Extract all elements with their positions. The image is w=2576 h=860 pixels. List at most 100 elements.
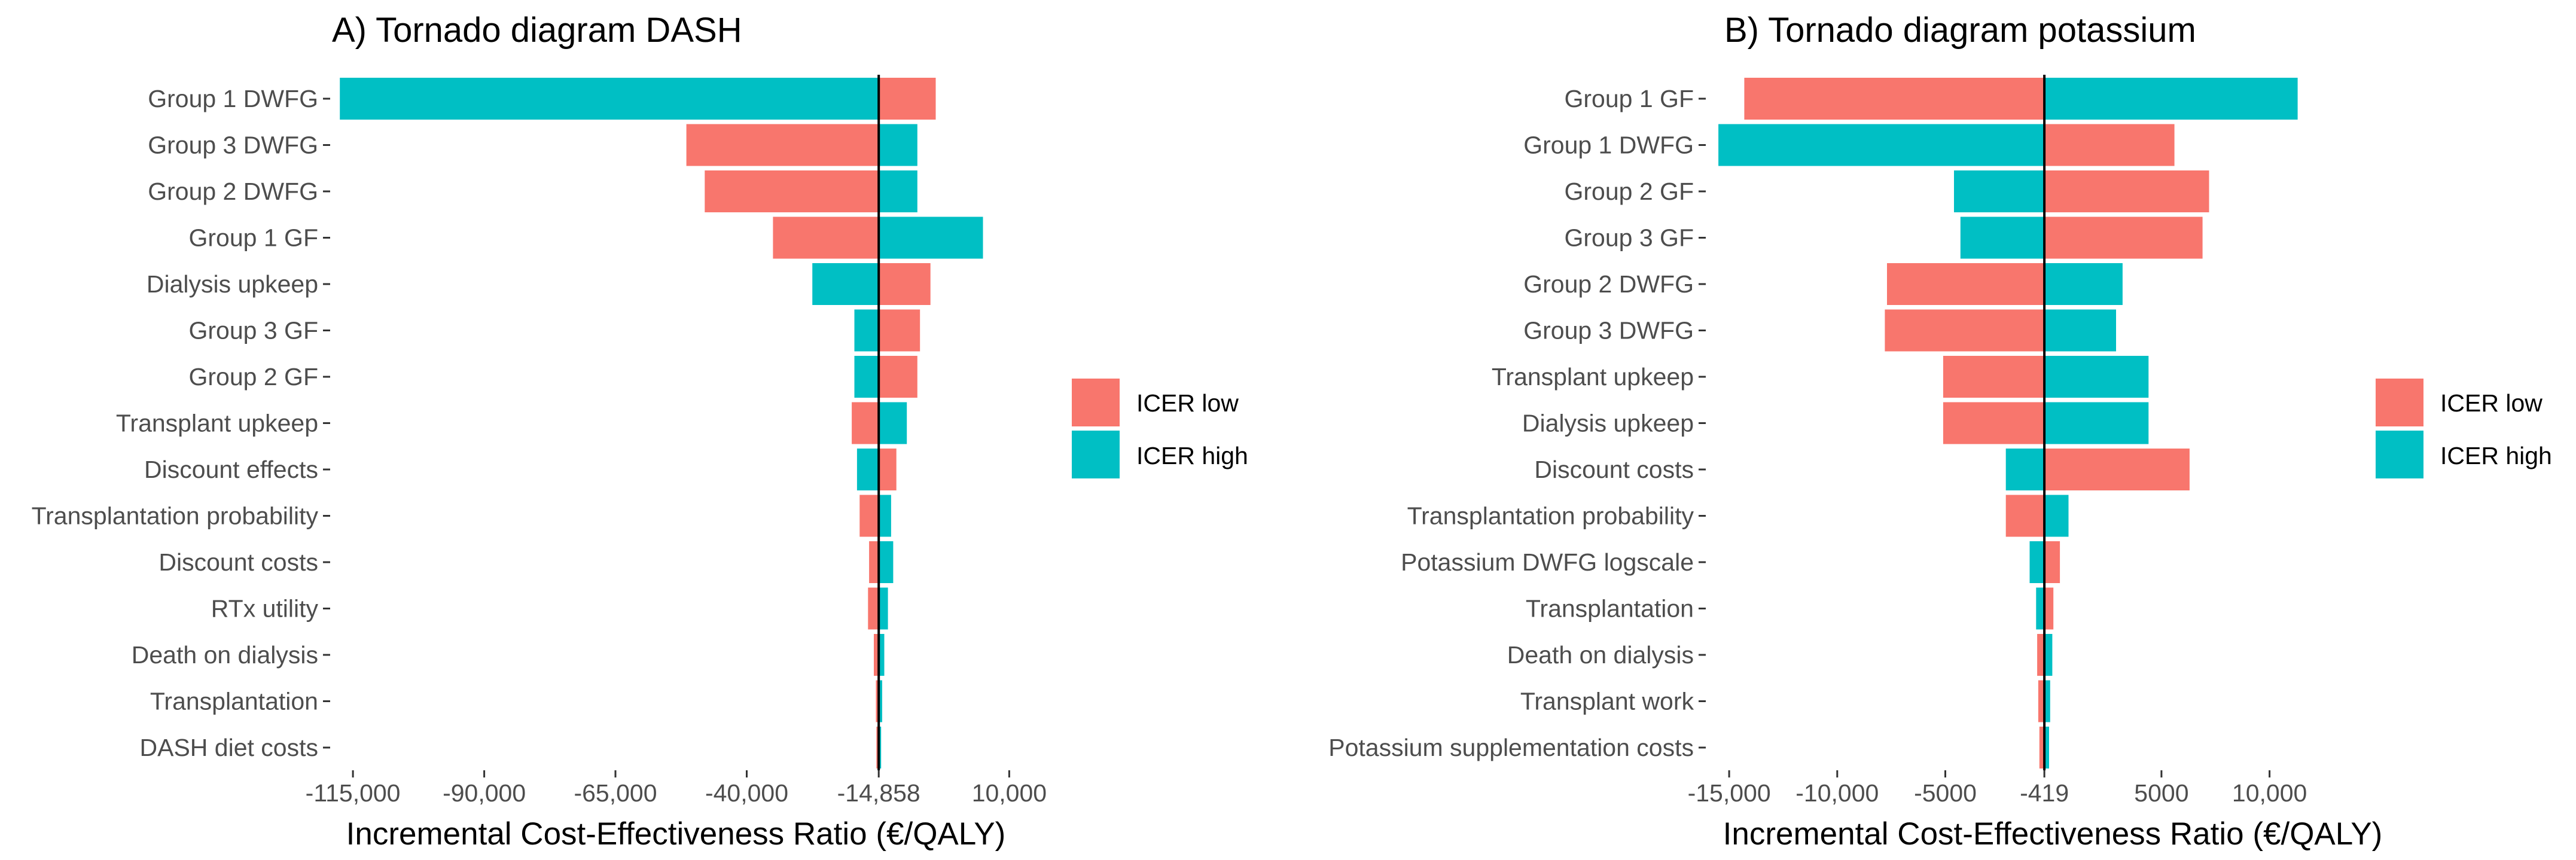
bar-low-10 <box>869 541 879 583</box>
bar-high-4 <box>2044 263 2123 305</box>
bar-low-8 <box>2044 449 2190 490</box>
bar-low-11 <box>868 587 879 630</box>
bar-high-4 <box>812 263 879 305</box>
bar-high-9 <box>879 495 891 537</box>
panel-a-dash: A) Tornado diagram DASH Group 1 DWFG Grou… <box>32 11 1248 852</box>
y-tick-label-0: Group 1 DWFG <box>148 85 318 112</box>
bar-low-0 <box>879 78 936 120</box>
bar-high-6 <box>854 356 879 398</box>
y-tick-label-6: Group 2 GF <box>189 363 318 391</box>
y-tick-label-12: Death on dialysis <box>132 641 318 669</box>
bar-high-0 <box>340 78 879 120</box>
bar-high-8 <box>2005 449 2045 490</box>
bar-high-3 <box>879 216 983 259</box>
bar-high-14 <box>2044 727 2049 768</box>
bar-high-13 <box>2044 680 2050 722</box>
bar-low-7 <box>1943 402 2045 444</box>
bar-high-12 <box>879 634 885 676</box>
bar-low-5 <box>879 309 920 352</box>
bar-low-4 <box>879 263 931 305</box>
bar-high-1 <box>1718 124 2045 166</box>
bar-high-7 <box>879 402 907 444</box>
y-tick-label-8: Discount effects <box>144 456 318 483</box>
bar-low-1 <box>2044 124 2175 166</box>
x-tick-label-4: 5000 <box>2134 779 2188 807</box>
x-tick-label-1: -10,000 <box>1795 779 1879 807</box>
y-tick-label-14: DASH diet costs <box>140 734 319 761</box>
bar-high-7 <box>2044 402 2149 444</box>
bar-high-11 <box>879 587 888 630</box>
x-tick-label-2: -5000 <box>1914 779 1977 807</box>
panel-a-legend: ICER low ICER high <box>1072 379 1248 478</box>
bar-low-13 <box>2038 680 2045 722</box>
bar-high-3 <box>1960 216 2045 259</box>
bar-low-0 <box>1744 78 2045 120</box>
bar-high-10 <box>879 541 894 583</box>
legend-low-swatch <box>1072 379 1120 426</box>
bar-high-6 <box>2044 356 2149 398</box>
y-tick-label-4: Group 2 DWFG <box>1523 270 1694 298</box>
bar-low-7 <box>852 402 879 444</box>
y-tick-label-3: Group 1 GF <box>189 224 318 252</box>
bar-low-9 <box>859 495 879 537</box>
legend-low-label: ICER low <box>1136 389 1239 417</box>
bar-high-1 <box>879 124 917 166</box>
bar-low-2 <box>2044 170 2209 212</box>
legend-high-label: ICER high <box>1136 442 1248 469</box>
x-tick-label-5: 10,000 <box>2232 779 2307 807</box>
panel-b-legend: ICER low ICER high <box>2376 379 2552 478</box>
x-tick-label-4: -14,858 <box>837 779 920 807</box>
y-tick-label-8: Discount costs <box>1534 456 1694 483</box>
panel-b-title: B) Tornado diagram potassium <box>1724 11 2196 50</box>
panel-b-potassium: B) Tornado diagram potassium Group 1 GF G… <box>1328 11 2552 852</box>
y-tick-label-10: Potassium DWFG logscale <box>1401 548 1694 576</box>
y-tick-label-2: Group 2 GF <box>1565 178 1694 205</box>
bar-low-6 <box>1943 356 2045 398</box>
panel-b-x-axis-title: Incremental Cost-Effectiveness Ratio (€/… <box>1723 816 2383 852</box>
bar-high-5 <box>2044 309 2116 352</box>
y-tick-label-9: Transplantation probability <box>32 502 319 530</box>
x-tick-label-1: -90,000 <box>443 779 526 807</box>
bar-high-11 <box>2036 587 2045 630</box>
bar-low-3 <box>773 216 879 259</box>
bar-low-10 <box>2044 541 2060 583</box>
bar-high-12 <box>2044 634 2053 676</box>
legend-low-swatch <box>2376 379 2423 426</box>
bar-high-10 <box>2029 541 2045 583</box>
bar-low-12 <box>2037 634 2045 676</box>
bar-low-9 <box>2005 495 2045 537</box>
y-tick-label-12: Death on dialysis <box>1507 641 1694 669</box>
x-tick-label-5: 10,000 <box>972 779 1047 807</box>
y-tick-label-11: RTx utility <box>211 595 319 623</box>
legend-high-label: ICER high <box>2440 442 2552 469</box>
panel-a-title: A) Tornado diagram DASH <box>332 11 742 50</box>
bar-high-8 <box>856 449 879 490</box>
bar-low-14 <box>2039 727 2045 768</box>
y-tick-label-1: Group 3 DWFG <box>148 132 318 159</box>
bar-low-13 <box>876 680 879 722</box>
legend-low-label: ICER low <box>2440 389 2543 417</box>
y-tick-label-13: Transplant work <box>1520 688 1694 715</box>
legend-high-swatch <box>1072 431 1120 478</box>
y-tick-label-3: Group 3 GF <box>1565 224 1694 252</box>
legend-high-swatch <box>2376 431 2423 478</box>
y-tick-label-13: Transplantation <box>150 688 318 715</box>
x-tick-label-0: -15,000 <box>1688 779 1771 807</box>
y-tick-label-5: Group 3 DWFG <box>1523 317 1694 344</box>
panel-a-x-axis-title: Incremental Cost-Effectiveness Ratio (€/… <box>346 816 1006 852</box>
bar-high-13 <box>879 680 882 722</box>
x-tick-label-3: -40,000 <box>705 779 788 807</box>
y-tick-label-14: Potassium supplementation costs <box>1328 734 1694 761</box>
y-tick-label-6: Transplant upkeep <box>1492 363 1694 391</box>
bar-low-1 <box>686 124 879 166</box>
bar-high-9 <box>2044 495 2069 537</box>
bar-high-0 <box>2044 78 2298 120</box>
bar-low-12 <box>874 634 879 676</box>
y-tick-label-1: Group 1 DWFG <box>1523 132 1694 159</box>
y-tick-label-10: Discount costs <box>158 548 318 576</box>
bar-high-5 <box>854 309 879 352</box>
bar-high-2 <box>879 170 917 212</box>
bar-low-3 <box>2044 216 2203 259</box>
bar-low-6 <box>879 356 917 398</box>
x-tick-label-2: -65,000 <box>574 779 657 807</box>
